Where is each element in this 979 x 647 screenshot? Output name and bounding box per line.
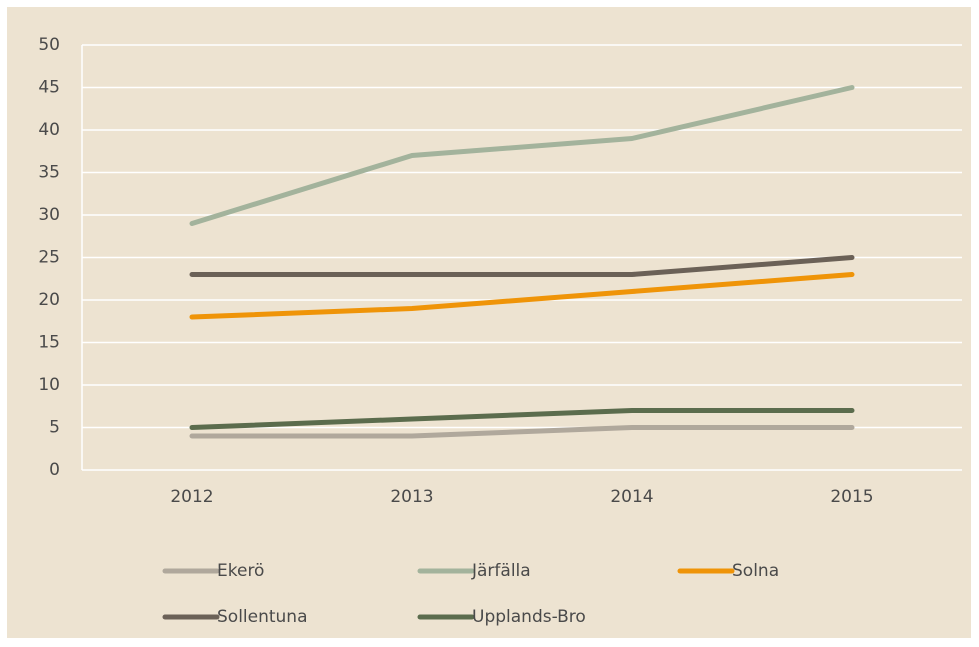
- x-tick-label: 2015: [830, 487, 873, 507]
- legend-label: Solna: [732, 561, 779, 581]
- series-line: [189, 408, 855, 430]
- x-tick-label: 2013: [390, 487, 433, 507]
- legend-label: Ekerö: [217, 561, 264, 581]
- series-line: [189, 255, 855, 277]
- y-tick-label: 0: [49, 460, 60, 480]
- series-line: [189, 425, 855, 439]
- y-tick-label: 10: [38, 375, 60, 395]
- y-tick-label: 15: [38, 333, 60, 353]
- y-tick-label: 20: [38, 290, 60, 310]
- y-tick-label: 25: [38, 248, 60, 268]
- series-line: [189, 85, 855, 226]
- y-tick-label: 50: [38, 35, 60, 55]
- y-tick-label: 35: [38, 163, 60, 183]
- y-tick-label: 40: [38, 120, 60, 140]
- y-tick-label: 5: [49, 418, 60, 438]
- series-line: [189, 272, 855, 320]
- y-tick-label: 30: [38, 205, 60, 225]
- legend-label: Upplands-Bro: [472, 607, 586, 627]
- chart-background: [7, 7, 971, 638]
- legend-label: Sollentuna: [217, 607, 308, 627]
- y-tick-label: 45: [38, 78, 60, 98]
- x-tick-label: 2014: [610, 487, 653, 507]
- legend-label: Järfälla: [471, 561, 531, 581]
- x-tick-label: 2012: [170, 487, 213, 507]
